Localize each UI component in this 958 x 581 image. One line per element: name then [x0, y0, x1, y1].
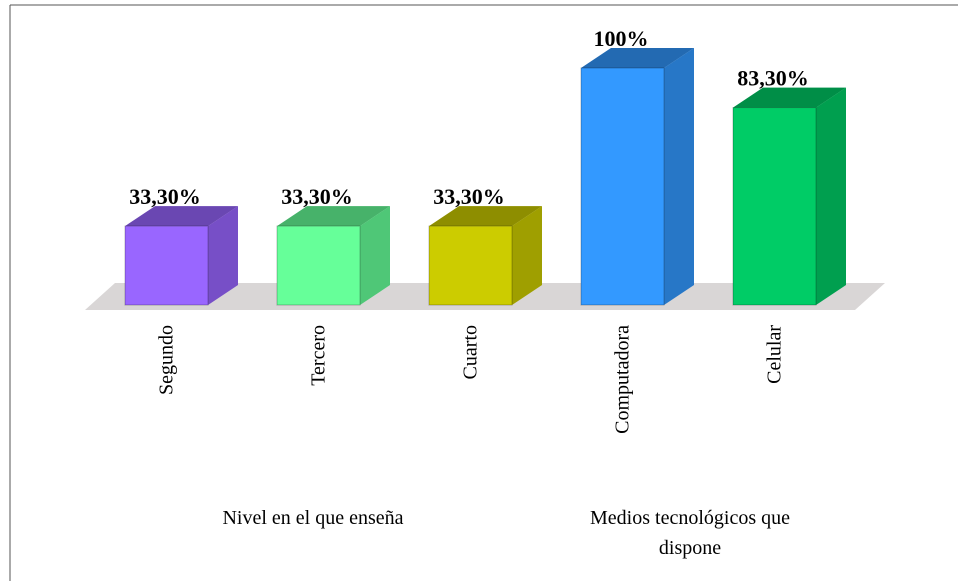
bar-side-shade — [360, 206, 390, 305]
bar-top — [125, 206, 238, 227]
value-label: 83,30% — [737, 66, 809, 91]
bar-side — [360, 206, 390, 305]
bar-top-shade — [429, 206, 542, 227]
bar-top-shade — [125, 206, 238, 227]
bar-side-shade — [816, 87, 846, 305]
bar — [580, 67, 665, 306]
bar-top — [429, 206, 542, 227]
value-label: 33,30% — [281, 184, 353, 209]
bar-top — [581, 48, 694, 68]
bar-top-shade — [277, 206, 390, 227]
bar-side — [208, 206, 238, 305]
group-label: Medios tecnológicos que dispone — [590, 507, 790, 559]
x-tick-label: Segundo — [156, 325, 178, 395]
bar-top — [277, 206, 390, 227]
bar — [124, 225, 209, 306]
bar — [276, 225, 361, 306]
bar — [732, 107, 817, 306]
group-label: Nivel en el que enseña — [222, 507, 404, 529]
bar-side-shade — [208, 206, 238, 305]
value-label: 33,30% — [129, 184, 201, 209]
bar-side-shade — [664, 48, 694, 305]
x-tick-label: Computadora — [612, 325, 634, 434]
value-label: 100% — [594, 26, 649, 51]
value-label: 33,30% — [433, 184, 505, 209]
bar-side-shade — [512, 206, 542, 305]
bar-top-shade — [733, 87, 846, 108]
x-tick-label: Celular — [764, 325, 786, 384]
bar-side — [816, 87, 846, 305]
bar-top — [733, 87, 846, 108]
x-tick-label: Cuarto — [460, 325, 482, 379]
x-tick-label: Tercero — [308, 325, 330, 386]
bar-side — [512, 206, 542, 305]
bar — [428, 225, 513, 306]
bar-top-shade — [581, 48, 694, 68]
bar-side — [664, 48, 694, 305]
